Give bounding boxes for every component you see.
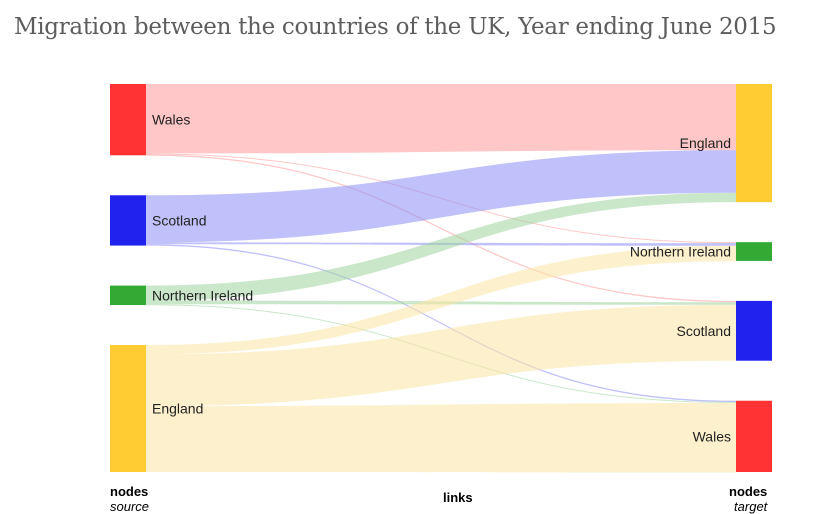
- link-scotland-to-england: [146, 150, 736, 243]
- labels-layer: Wales Scotland Northern Ireland England Engl…: [152, 112, 731, 445]
- source-nodes-caption-subtitle: source: [110, 499, 150, 514]
- target-node-label-scotland: Scotland: [677, 323, 731, 339]
- target-node-ni: [736, 242, 772, 261]
- source-node-england: [110, 345, 146, 472]
- link-wales-to-england: [146, 84, 736, 154]
- target-node-england: [736, 84, 772, 203]
- target-node-label-ni: Northern Ireland: [630, 244, 731, 260]
- link-ni-to-england: [146, 192, 736, 301]
- target-nodes-caption-title: nodes: [729, 484, 768, 499]
- source-node-ni: [110, 285, 146, 306]
- link-wales-to-scotland: [146, 154, 736, 303]
- target-node-label-england: England: [680, 135, 731, 151]
- link-england-to-wales: [146, 403, 736, 473]
- source-node-label-ni: Northern Ireland: [152, 287, 253, 303]
- link-england-to-scotland: [146, 304, 736, 407]
- source-nodes-caption-title: nodes: [110, 484, 149, 499]
- link-scotland-to-wales: [146, 244, 736, 403]
- source-node-label-england: England: [152, 401, 203, 417]
- nodes-layer: [110, 84, 772, 472]
- chart-title: Migration between the countries of the U…: [14, 14, 777, 40]
- source-node-wales: [110, 84, 146, 156]
- target-node-label-wales: Wales: [693, 428, 731, 444]
- source-nodes-caption: nodes source: [110, 484, 149, 514]
- target-nodes-caption: nodes target: [729, 484, 767, 514]
- source-node-label-wales: Wales: [152, 112, 190, 128]
- link-england-to-ni: [146, 245, 736, 355]
- source-node-label-scotland: Scotland: [152, 212, 206, 228]
- target-nodes-caption-subtitle: target: [734, 499, 768, 514]
- links-caption: links: [443, 490, 473, 505]
- links-layer: [146, 84, 736, 473]
- target-node-wales: [736, 400, 772, 472]
- target-node-scotland: [736, 300, 772, 361]
- source-node-scotland: [110, 195, 146, 246]
